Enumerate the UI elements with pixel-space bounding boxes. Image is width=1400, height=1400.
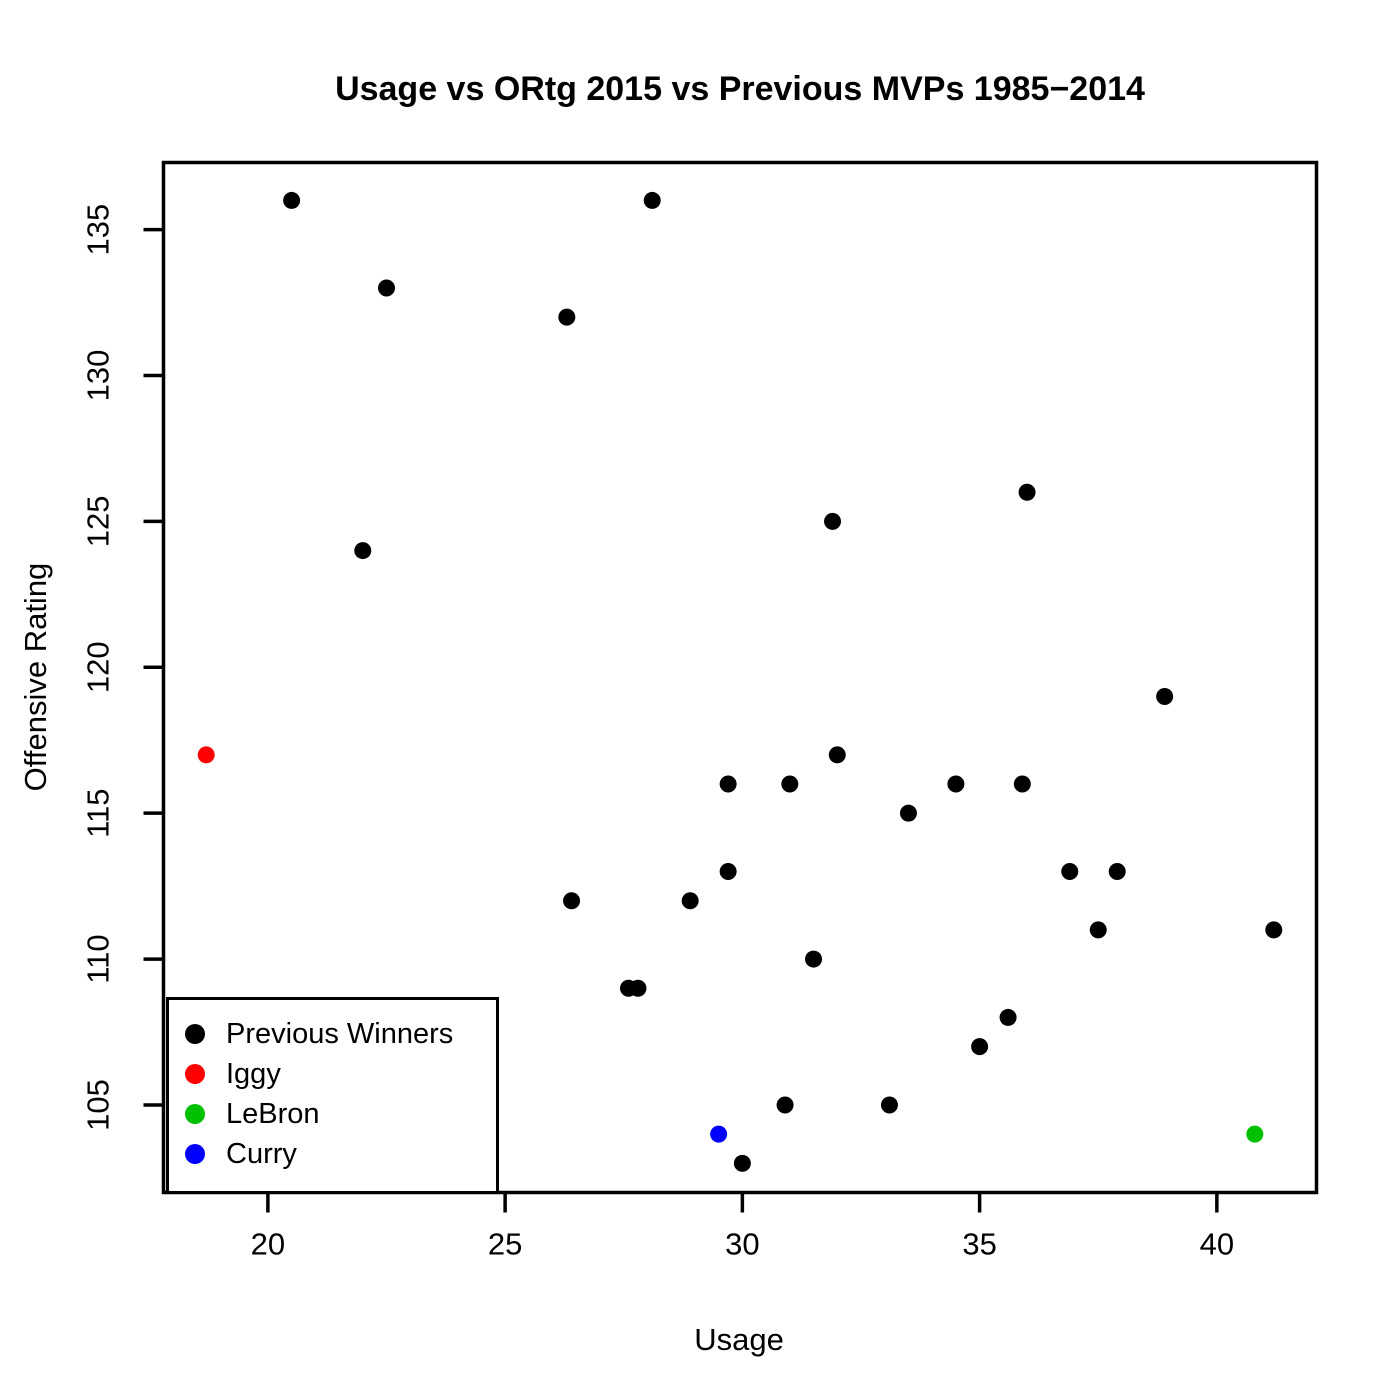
legend-dot-lebron-icon xyxy=(185,1104,205,1124)
point-curry xyxy=(710,1125,728,1143)
point-previous-winners xyxy=(1018,483,1036,501)
y-tick-label: 120 xyxy=(81,641,116,693)
point-previous-winners xyxy=(824,512,842,530)
point-previous-winners xyxy=(781,775,799,793)
point-previous-winners xyxy=(643,191,661,209)
point-previous-winners xyxy=(733,1154,751,1172)
point-previous-winners xyxy=(971,1038,989,1056)
point-previous-winners xyxy=(719,863,737,881)
point-previous-winners xyxy=(828,746,846,764)
point-previous-winners xyxy=(1061,863,1079,881)
point-previous-winners xyxy=(1013,775,1031,793)
point-previous-winners xyxy=(629,979,647,997)
x-axis-label: Usage xyxy=(694,1322,784,1357)
chart-title: Usage vs ORtg 2015 vs Previous MVPs 1985… xyxy=(335,70,1145,108)
x-tick-label: 25 xyxy=(488,1227,522,1262)
legend-dot-previous-winners-icon xyxy=(185,1024,205,1044)
y-axis-label: Offensive Rating xyxy=(18,562,53,792)
point-previous-winners xyxy=(283,191,301,209)
point-previous-winners xyxy=(1156,687,1174,705)
y-tick-label: 105 xyxy=(81,1079,116,1131)
point-iggy xyxy=(197,746,215,764)
x-tick-label: 35 xyxy=(962,1227,996,1262)
x-tick-label: 30 xyxy=(725,1227,759,1262)
point-previous-winners xyxy=(1265,921,1283,939)
y-tick-label: 130 xyxy=(81,350,116,402)
point-previous-winners xyxy=(681,892,699,910)
point-previous-winners xyxy=(378,279,396,297)
point-previous-winners xyxy=(1089,921,1107,939)
point-previous-winners xyxy=(880,1096,898,1114)
legend-label-lebron: LeBron xyxy=(226,1097,320,1130)
legend-label-curry: Curry xyxy=(226,1137,297,1170)
legend-label-iggy: Iggy xyxy=(226,1057,281,1090)
plot-box xyxy=(161,160,1319,1195)
point-previous-winners xyxy=(776,1096,794,1114)
legend-item-lebron: LeBron xyxy=(169,1094,496,1134)
legend-item-previous-winners: Previous Winners xyxy=(169,1014,496,1054)
y-tick-label: 125 xyxy=(81,496,116,548)
point-previous-winners xyxy=(354,542,372,560)
point-previous-winners xyxy=(805,950,823,968)
point-previous-winners xyxy=(719,775,737,793)
legend-item-iggy: Iggy xyxy=(169,1054,496,1094)
point-lebron xyxy=(1246,1125,1264,1143)
x-tick-label: 20 xyxy=(251,1227,285,1262)
y-tick-label: 115 xyxy=(81,788,116,837)
legend: Previous Winners Iggy LeBron Curry xyxy=(166,997,499,1194)
y-tick-label: 135 xyxy=(81,204,116,256)
legend-dot-iggy-icon xyxy=(185,1064,205,1084)
x-tick-label: 40 xyxy=(1200,1227,1234,1262)
y-tick-label: 110 xyxy=(81,934,116,983)
point-previous-winners xyxy=(1108,863,1126,881)
point-previous-winners xyxy=(947,775,965,793)
point-previous-winners xyxy=(999,1008,1017,1026)
legend-item-curry: Curry xyxy=(169,1134,496,1174)
point-previous-winners xyxy=(563,892,581,910)
point-previous-winners xyxy=(558,308,576,326)
legend-label-previous-winners: Previous Winners xyxy=(226,1017,454,1050)
point-previous-winners xyxy=(899,804,917,822)
legend-dot-curry-icon xyxy=(185,1144,205,1164)
